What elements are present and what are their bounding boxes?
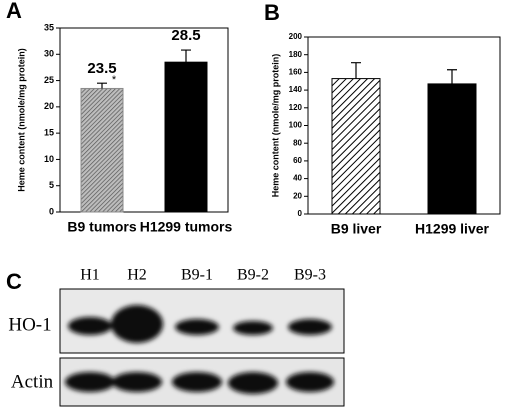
y-tick-label: 140 [289,85,303,94]
panel-label: B [264,0,280,25]
y-tick-label: 180 [289,50,303,59]
bar [331,78,381,215]
y-tick-label: 5 [49,180,54,190]
y-tick-label: 40 [293,174,302,183]
bar [164,61,208,213]
plot-frame [59,27,229,213]
error-bar [447,69,457,84]
blot-bands [65,305,334,394]
y-tick-label: 30 [44,49,54,59]
x-tick-label: H1299 tumors [140,219,233,235]
y-tick-label: 25 [44,75,54,85]
y-tick-label: 0 [298,209,303,218]
lane-label: B9-2 [237,267,269,284]
y-axis-label: Heme content (nmole/mg protein) [16,48,26,192]
annotation: * [112,74,117,86]
y-axis-label: Heme content (nmole/mg protein) [270,54,280,198]
y-tick-label: 160 [289,68,303,77]
y-tick-label: 10 [44,154,54,164]
y-tick-label: 200 [289,32,303,41]
row-label: HO-1 [8,314,51,335]
y-tick-label: 120 [289,103,303,112]
lane-label: H1 [80,267,100,284]
panel-label: A [6,0,22,23]
value-label: 28.5 [171,27,200,44]
error-bar [181,49,191,63]
value-label: 23.5 [87,60,116,77]
lane-label: B9-1 [181,267,213,284]
bar [427,83,477,215]
x-tick-label: H1299 liver [415,221,489,237]
row-label: Actin [11,371,54,392]
x-tick-label: B9 tumors [67,219,136,235]
y-tick-label: 100 [289,121,303,130]
panel-label: C [6,269,22,294]
y-tick-label: 35 [44,22,54,32]
lane-label: H2 [127,267,147,284]
bar [80,87,124,213]
x-tick-label: B9 liver [331,221,382,237]
y-tick-label: 20 [44,101,54,111]
y-tick-label: 0 [49,206,54,216]
y-tick-label: 20 [293,191,302,200]
lane-label: B9-3 [294,267,326,284]
y-tick-label: 80 [293,138,302,147]
error-bar [351,62,361,79]
error-bar [97,82,107,89]
y-tick-label: 60 [293,156,302,165]
y-tick-label: 15 [44,128,54,138]
